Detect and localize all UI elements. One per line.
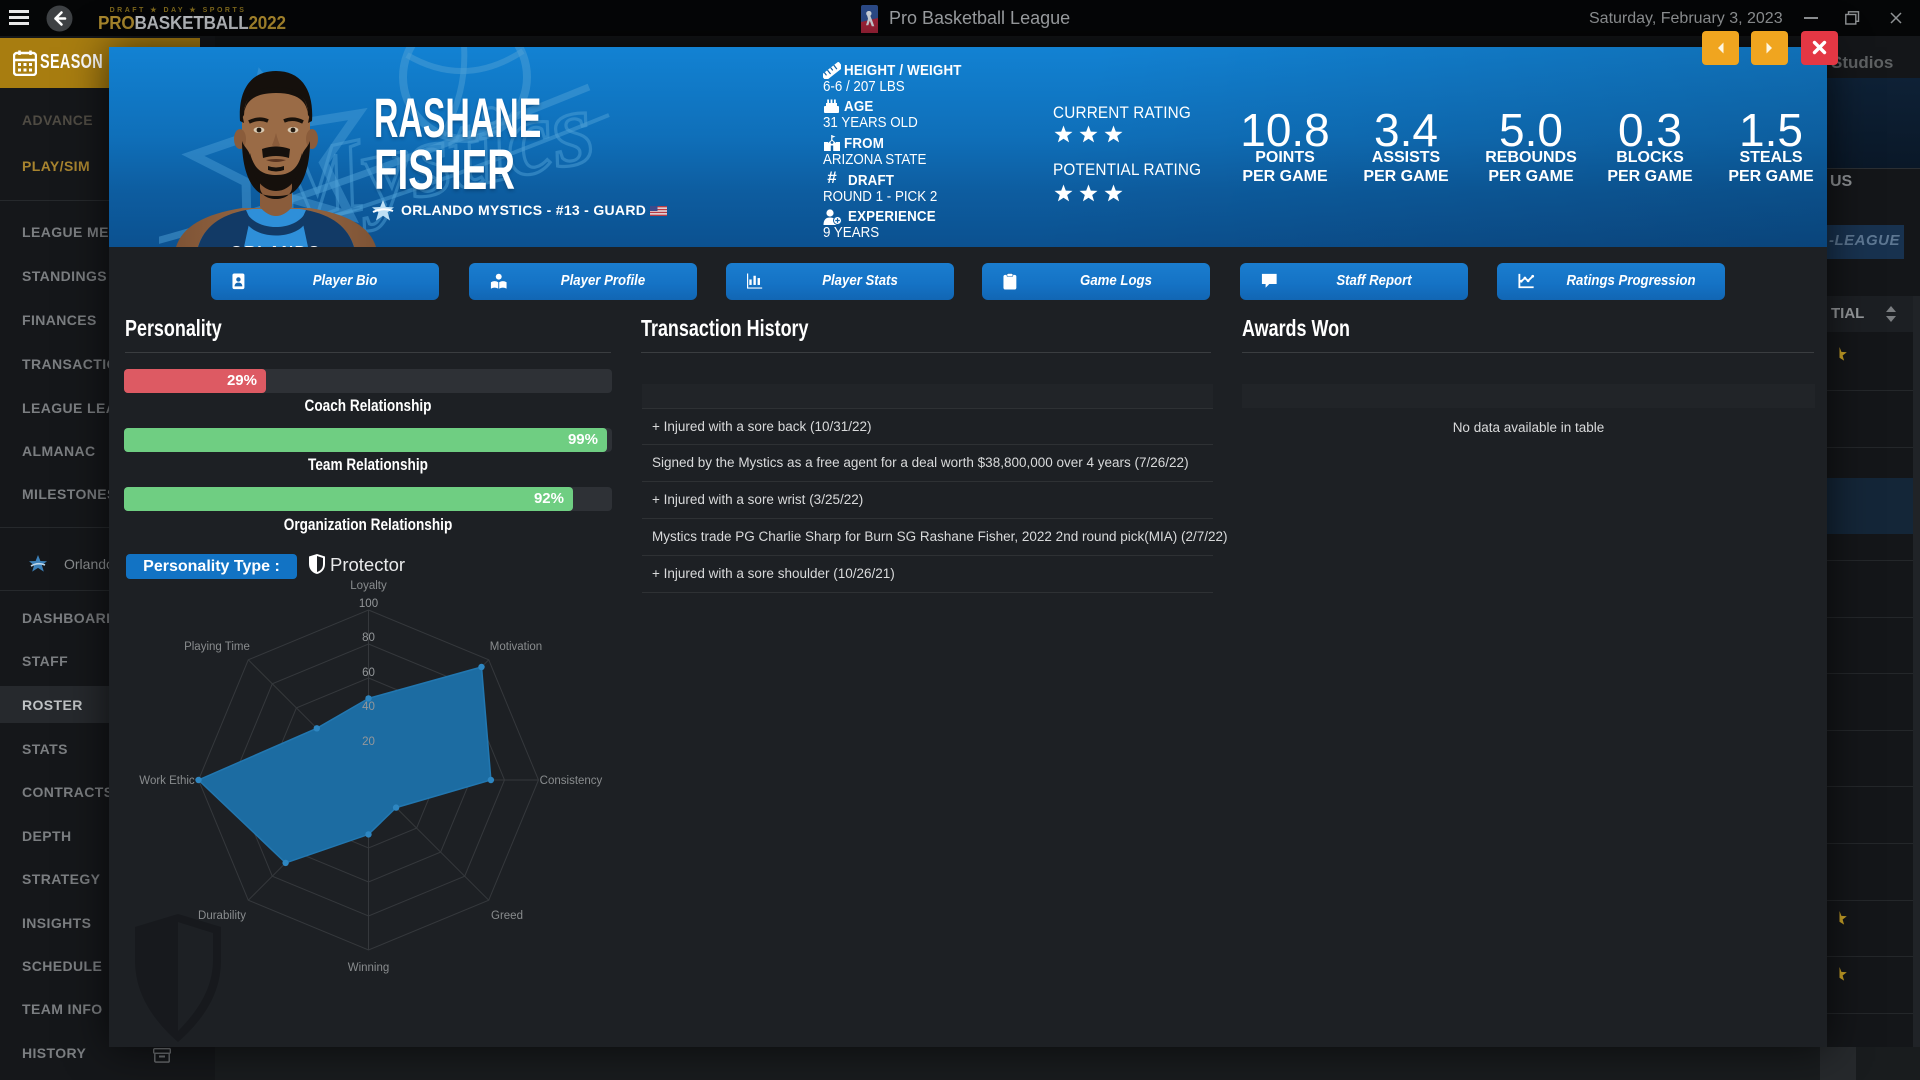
- svg-text:80: 80: [362, 632, 375, 644]
- svg-text:40: 40: [362, 701, 375, 713]
- svg-text:20: 20: [362, 736, 375, 748]
- svg-text:Loyalty: Loyalty: [350, 580, 387, 592]
- svg-text:Durability: Durability: [198, 910, 246, 922]
- svg-text:Consistency: Consistency: [540, 775, 603, 787]
- svg-text:60: 60: [362, 667, 375, 679]
- svg-text:ORLANDO: ORLANDO: [230, 244, 321, 247]
- svg-text:Work Ethic: Work Ethic: [139, 775, 195, 787]
- svg-text:Greed: Greed: [491, 910, 523, 922]
- svg-text:Playing Time: Playing Time: [184, 641, 250, 653]
- svg-text:Winning: Winning: [348, 962, 390, 974]
- svg-text:100: 100: [359, 598, 378, 610]
- svg-text:Motivation: Motivation: [490, 641, 542, 653]
